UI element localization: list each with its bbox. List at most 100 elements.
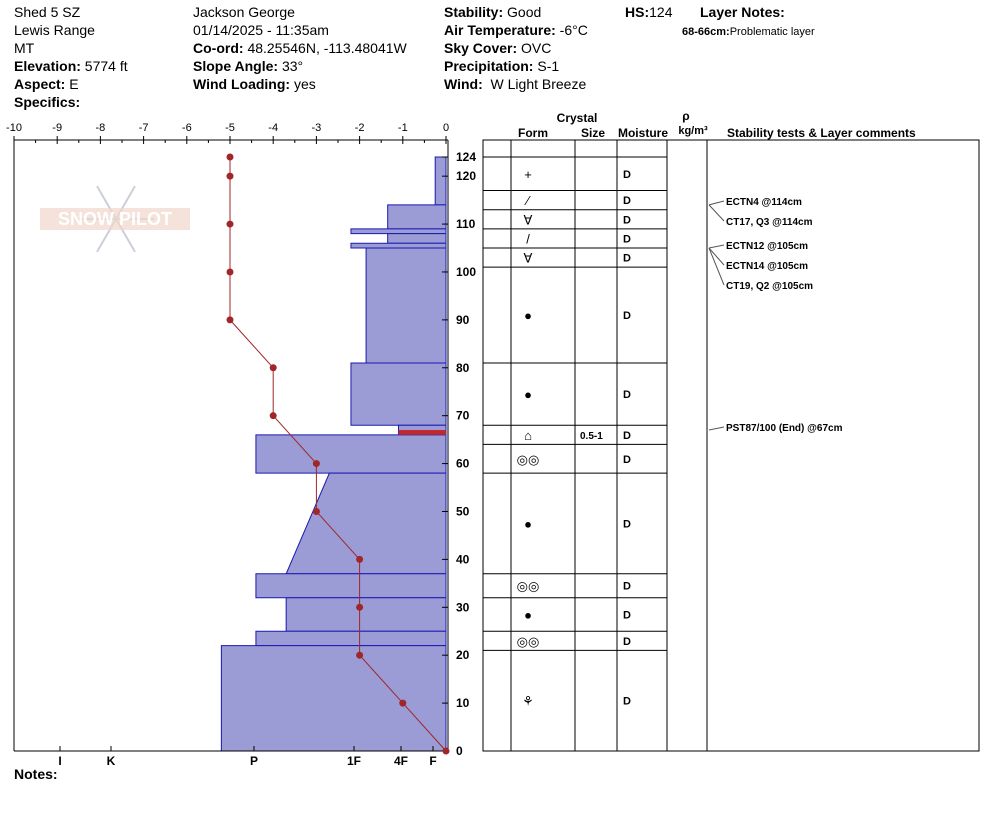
temperature-point — [226, 316, 234, 324]
problem-layer-marker — [398, 430, 446, 435]
observation-datetime: 01/14/2025 - 11:35am — [193, 22, 329, 38]
height-tick-label: 60 — [456, 457, 470, 471]
wind-loading-row: Wind Loading: yes — [193, 76, 316, 92]
layers-table-frame — [482, 139, 980, 752]
temp-tick-label: -7 — [139, 122, 149, 134]
grain-form-symbol: ◎◎ — [517, 452, 540, 467]
crystal-header: Crystal — [557, 111, 598, 125]
specifics-row: Specifics: — [14, 94, 81, 110]
density-header: kg/m³ — [678, 125, 708, 137]
snowflake-arm — [115, 218, 136, 253]
moisture-value: D — [623, 518, 631, 530]
temperature-point — [226, 172, 234, 180]
slope-row: Slope Angle: 33° — [193, 58, 304, 74]
layer-note: 68-66cm:Problematic layer — [682, 26, 815, 38]
location-block: Shed 5 SZ Lewis Range MT Elevation: 5774… — [14, 3, 128, 111]
temp-tick-label: -5 — [225, 122, 235, 134]
precip-row: Precipitation: S-1 — [444, 58, 560, 74]
temperature-point — [226, 220, 234, 228]
stability-test-pointer — [708, 247, 725, 286]
temperature-point — [269, 364, 277, 372]
temperature-point — [312, 507, 320, 515]
stability-test-pointer — [708, 204, 725, 222]
stability-row: Stability: Good — [444, 4, 542, 20]
stability-test-pointer — [708, 247, 725, 266]
stability-test-label: ECTN14 @105cm — [726, 261, 808, 272]
hardness-tick-label: I — [58, 754, 61, 768]
temperature-point — [399, 699, 407, 707]
hardness-tick-label: F — [429, 754, 436, 768]
temperature-point — [356, 555, 364, 563]
temperature-point — [226, 153, 234, 161]
hardness-layer — [387, 204, 447, 230]
moisture-value: D — [623, 430, 631, 442]
grain-form-symbol: ∀ — [524, 251, 533, 266]
observer-name: Jackson George — [193, 4, 295, 20]
watermark-text: SNOW PILOT — [58, 209, 172, 229]
height-tick-label: 20 — [456, 648, 470, 662]
stability-test-label: PST87/100 (End) @67cm — [726, 423, 843, 434]
height-tick-label: 10 — [456, 696, 470, 710]
grain-form-symbol: ∀ — [524, 212, 533, 227]
temp-tick-label: -6 — [182, 122, 192, 134]
hardness-layer — [387, 233, 447, 244]
site-name: Shed 5 SZ — [14, 4, 81, 20]
hs-row: HS:124 — [625, 4, 673, 20]
rho-header: ρ — [682, 109, 689, 123]
snowpilot-watermark: SNOW PILOT — [40, 185, 190, 253]
temperature-point — [312, 460, 320, 468]
grain-form-symbol: ● — [524, 387, 532, 402]
temp-tick-label: -9 — [52, 122, 62, 134]
coord-row: Co-ord: 48.25546N, -113.48041W — [193, 40, 407, 56]
moisture-value: D — [623, 581, 631, 593]
moisture-value: D — [623, 310, 631, 322]
temp-tick-label: -10 — [6, 122, 22, 134]
snowflake-arm — [96, 218, 117, 253]
layer-notes-title: Layer Notes: — [700, 4, 785, 20]
air-temp-row: Air Temperature: -6°C — [444, 22, 588, 38]
wind-row: Wind: W Light Breeze — [444, 76, 587, 92]
height-tick-label: 100 — [456, 265, 476, 279]
snowflake-arm — [115, 185, 136, 220]
stability-test-label: CT17, Q3 @114cm — [726, 217, 813, 228]
temperature-point — [356, 603, 364, 611]
hardness-layer — [350, 242, 447, 249]
state-name: MT — [14, 40, 35, 56]
height-tick-label: 30 — [456, 600, 470, 614]
hardness-tick-label: P — [250, 754, 258, 768]
height-tick-label: 90 — [456, 313, 470, 327]
moisture-value: D — [623, 389, 631, 401]
hardness-layer — [285, 472, 447, 575]
grain-form-symbol: + — [524, 167, 532, 182]
hardness-layer — [365, 247, 447, 364]
form-header: Form — [518, 126, 548, 140]
elevation-row: Elevation: 5774 ft — [14, 58, 128, 74]
grain-form-symbol: ⚘ — [522, 694, 534, 709]
hardness-layer — [285, 597, 447, 632]
stability-test-label: ECTN12 @105cm — [726, 241, 808, 252]
grain-form-symbol: / — [526, 231, 530, 246]
hardness-layer — [220, 645, 447, 752]
hardness-layer — [255, 630, 447, 647]
moisture-value: D — [623, 454, 631, 466]
height-tick-label: 0 — [456, 744, 463, 758]
temperature-point — [442, 747, 450, 755]
watermark-banner — [40, 208, 190, 230]
hardness-layer — [255, 434, 447, 474]
height-tick-label: 120 — [456, 169, 476, 183]
stability-test-pointer — [708, 244, 725, 249]
stability-test-label: ECTN4 @114cm — [726, 197, 802, 208]
observer-block: Jackson George 01/14/2025 - 11:35am Co-o… — [193, 3, 407, 93]
snowflake-arm — [96, 185, 117, 220]
grain-form-symbol: ◎◎ — [517, 579, 540, 594]
moisture-value: D — [623, 169, 631, 181]
stability-test-label: CT19, Q2 @105cm — [726, 281, 813, 292]
temp-tick-label: -4 — [268, 122, 278, 134]
moisture-value: D — [623, 609, 631, 621]
temp-tick-label: 0 — [443, 122, 449, 134]
hardness-layer — [434, 156, 447, 206]
stability-test-pointer — [708, 426, 725, 431]
temp-tick-label: -8 — [96, 122, 106, 134]
height-tick-label: 124 — [456, 150, 476, 164]
